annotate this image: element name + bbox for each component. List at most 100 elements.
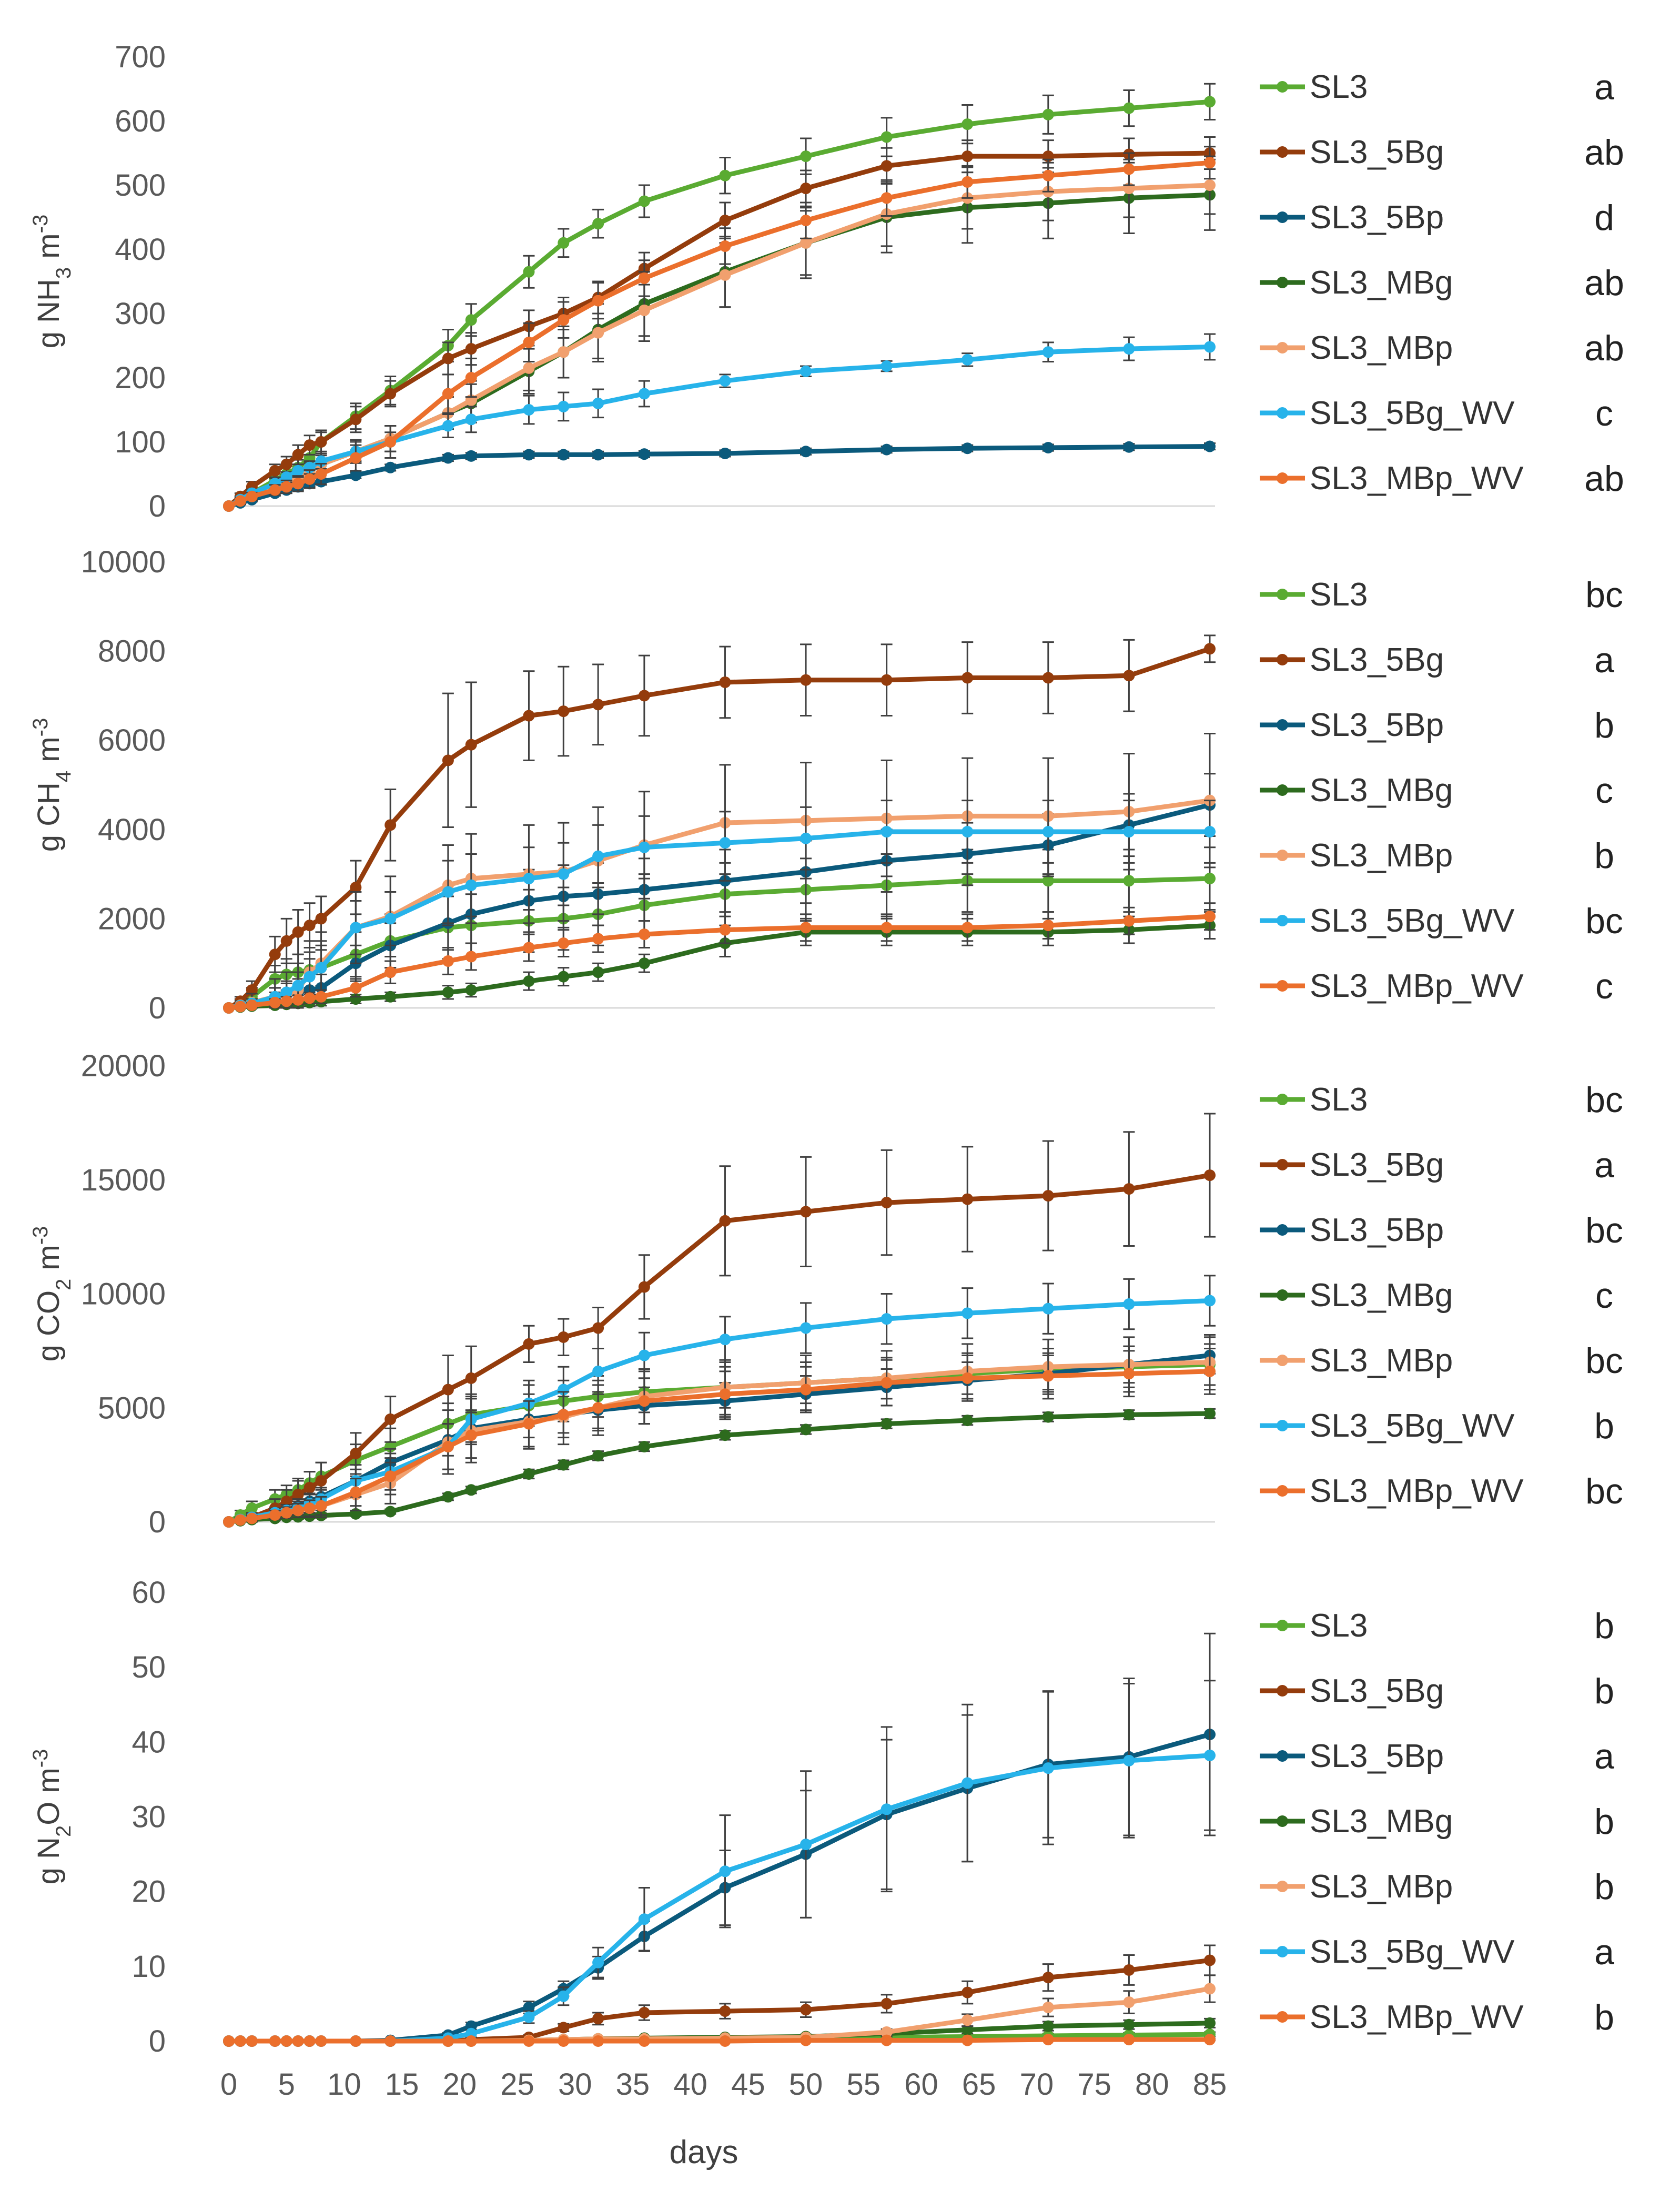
- data-point: [315, 1475, 327, 1487]
- data-point: [442, 1491, 454, 1503]
- legend-label: SL3_5Bg_WV: [1310, 1934, 1515, 1970]
- data-point: [350, 1447, 362, 1459]
- data-point: [465, 951, 477, 963]
- x-tick-label: 80: [1135, 2067, 1169, 2102]
- data-point: [523, 266, 535, 278]
- data-point: [269, 465, 281, 477]
- data-point: [1204, 1408, 1216, 1420]
- legend-label: SL3_5Bg: [1310, 1147, 1444, 1183]
- data-point: [384, 388, 397, 400]
- series-line: [229, 1986, 1210, 2044]
- data-point: [881, 1313, 893, 1325]
- series-SL3_5Bp: [223, 1632, 1216, 2047]
- significance-letter: a: [1594, 1736, 1614, 1776]
- legend-item: SL3_5Bg_WV bc: [1260, 901, 1623, 941]
- data-point: [800, 1384, 812, 1396]
- data-point: [558, 1990, 570, 2002]
- data-point: [1042, 2034, 1054, 2046]
- data-point: [1204, 1983, 1216, 1995]
- data-point: [719, 169, 731, 181]
- series-SL3_MBg: [223, 158, 1216, 512]
- y-tick-label: 2000: [98, 902, 166, 936]
- data-point: [1042, 1370, 1054, 1382]
- y-axis-title-sub: 3: [52, 267, 75, 279]
- data-point: [1204, 873, 1216, 885]
- data-point: [800, 1322, 812, 1334]
- significance-letter: b: [1594, 1867, 1614, 1907]
- series-line: [228, 183, 1210, 509]
- series-SL3_MBp_WV: [223, 1348, 1216, 1528]
- x-tick-label: 20: [443, 2067, 477, 2102]
- data-point: [292, 449, 304, 461]
- legend-marker: [1277, 1485, 1288, 1497]
- series-SL3_MBp_WV: [223, 146, 1216, 512]
- data-point: [592, 295, 604, 307]
- legend-item: SL3_MBp ab: [1260, 328, 1624, 368]
- data-point: [638, 195, 650, 207]
- data-point: [800, 2004, 812, 2016]
- x-tick-label: 15: [385, 2067, 419, 2102]
- data-point: [1042, 920, 1054, 932]
- data-point: [962, 2034, 974, 2046]
- y-axis-title-unit: O m: [32, 1768, 66, 1825]
- data-point: [1204, 1365, 1216, 1377]
- series-line: [228, 1360, 1210, 1524]
- data-point: [592, 2013, 604, 2025]
- data-point: [234, 1514, 246, 1526]
- data-point: [315, 2035, 327, 2047]
- legend-marker: [1277, 342, 1288, 354]
- data-point: [350, 982, 362, 994]
- data-point: [1042, 346, 1054, 358]
- data-point: [800, 832, 812, 844]
- data-point: [558, 1331, 570, 1343]
- significance-letter: bc: [1585, 1341, 1623, 1381]
- y-axis-title-sub: 2: [52, 1279, 75, 1290]
- x-tick-label: 55: [847, 2067, 881, 2102]
- data-point: [719, 1429, 731, 1441]
- data-point: [1042, 169, 1054, 181]
- data-point: [292, 980, 304, 992]
- data-point: [592, 449, 604, 461]
- legend-item: SL3_MBp_WV c: [1260, 966, 1613, 1006]
- data-point: [719, 2005, 731, 2017]
- y-tick-label: 6000: [98, 723, 166, 758]
- data-point: [442, 352, 454, 365]
- data-point: [592, 1956, 604, 1968]
- series-SL3_MBg: [223, 1408, 1216, 1528]
- legend-item: SL3_MBp b: [1260, 1867, 1614, 1907]
- legend-item: SL3_5Bp d: [1260, 198, 1614, 238]
- data-point: [1042, 672, 1054, 684]
- legend-marker: [1277, 719, 1288, 731]
- legend-label: SL3_MBp: [1310, 1342, 1453, 1379]
- y-tick-label: 30: [131, 1800, 166, 1834]
- data-point: [1204, 1749, 1216, 1761]
- legend-label: SL3_MBp: [1310, 330, 1453, 366]
- data-point: [800, 446, 812, 458]
- significance-letter: bc: [1585, 1471, 1623, 1511]
- data-point: [1123, 2034, 1135, 2046]
- y-axis-title-sub: 2: [52, 1825, 75, 1837]
- data-point: [1123, 163, 1135, 175]
- significance-letter: bc: [1585, 901, 1623, 941]
- data-point: [384, 913, 397, 925]
- data-point: [465, 1429, 477, 1441]
- data-point: [223, 1516, 235, 1528]
- legend-label: SL3: [1310, 577, 1368, 613]
- data-point: [1204, 643, 1216, 655]
- data-point: [315, 468, 327, 480]
- data-point: [523, 710, 535, 722]
- data-point: [523, 2011, 535, 2023]
- y-axis-title-sup: -3: [29, 718, 52, 737]
- data-point: [1123, 826, 1135, 838]
- data-point: [962, 176, 974, 188]
- data-point: [719, 676, 731, 688]
- legend-marker: [1277, 146, 1288, 158]
- significance-letter: ab: [1584, 263, 1624, 303]
- data-point: [1123, 1298, 1135, 1310]
- data-point: [638, 957, 650, 970]
- significance-letter: a: [1594, 640, 1614, 680]
- legend-label: SL3_5Bg: [1310, 1673, 1444, 1709]
- data-point: [719, 1865, 731, 1877]
- data-point: [558, 449, 570, 461]
- data-point: [558, 705, 570, 718]
